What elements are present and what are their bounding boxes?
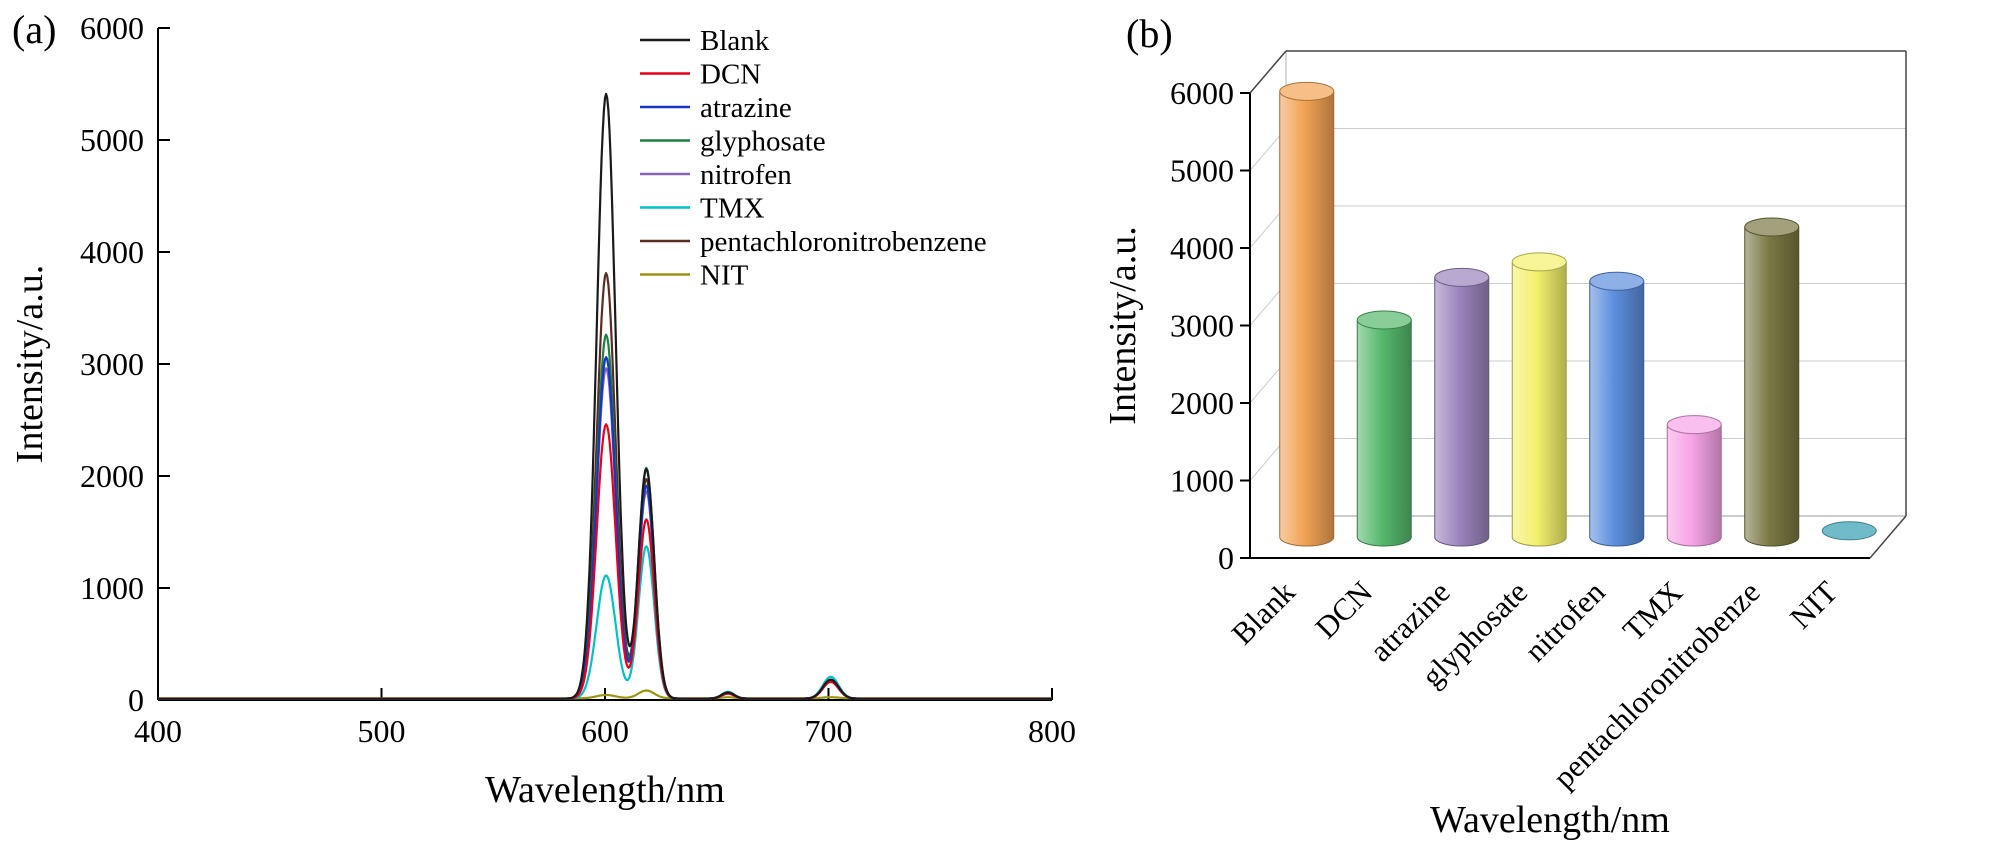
a-series-TMX bbox=[158, 545, 1053, 700]
b-bar-top-TMX bbox=[1666, 415, 1722, 435]
a-y-tick-label: 4000 bbox=[80, 234, 144, 270]
b-bar-top-pentachloronitrobenze bbox=[1744, 217, 1800, 237]
b-y-tick-label: 1000 bbox=[1170, 463, 1234, 499]
panel-b: (b) 0 1000 2000 3000 4000 5000 6000 Blank DCN atr… bbox=[1080, 0, 2000, 860]
b-category-label-nitrofen: nitrofen bbox=[1518, 574, 1612, 668]
a-legend-label-pentachloronitrobenzene: pentachloronitrobenzene bbox=[700, 226, 987, 258]
a-series-Blank bbox=[158, 92, 1053, 700]
a-series-glyphosate bbox=[158, 333, 1053, 700]
b-y-tick-label: 3000 bbox=[1170, 308, 1234, 344]
b-bar-Blank bbox=[1279, 91, 1335, 547]
b-category-label-NIT: NIT bbox=[1783, 574, 1844, 635]
a-y-tick-label: 5000 bbox=[80, 122, 144, 158]
a-x-axis-title: Wavelength/nm bbox=[485, 769, 725, 811]
a-legend-label-atrazine: atrazine bbox=[700, 92, 792, 124]
a-y-tick-label: 6000 bbox=[80, 10, 144, 46]
a-y-tick-label: 3000 bbox=[80, 346, 144, 382]
b-bar-nitrofen bbox=[1589, 281, 1645, 547]
a-legend-label-Blank: Blank bbox=[700, 25, 770, 57]
b-category-label-DCN: DCN bbox=[1308, 574, 1379, 645]
b-bar-DCN bbox=[1356, 320, 1412, 547]
a-y-tick-label: 1000 bbox=[80, 570, 144, 606]
a-y-tick-label: 2000 bbox=[80, 458, 144, 494]
a-series-DCN bbox=[158, 423, 1053, 700]
b-y-tick-label: 4000 bbox=[1170, 230, 1234, 266]
b-category-label-Blank: Blank bbox=[1225, 574, 1302, 651]
emission-spectra-line-chart: 400 500 600 700 800 0 1000 2000 3000 4000 5000 6000… bbox=[9, 10, 1076, 811]
b-x-axis-title: Wavelength/nm bbox=[1430, 799, 1670, 841]
panel-a: (a) 400 500 600 700 800 0 1000 2000 3000 4000 5000… bbox=[9, 7, 1076, 811]
a-series-nitrofen bbox=[158, 367, 1053, 700]
b-bar-NIT bbox=[1821, 521, 1877, 541]
panel-b-label: (b) bbox=[1126, 11, 1173, 56]
a-legend-label-nitrofen: nitrofen bbox=[700, 159, 792, 191]
b-bar-glyphosate bbox=[1511, 261, 1567, 547]
panel-a-label: (a) bbox=[12, 7, 57, 52]
b-bar-pentachloronitrobenze bbox=[1744, 227, 1800, 547]
a-series-atrazine bbox=[158, 356, 1053, 700]
b-y-tick-label: 6000 bbox=[1170, 75, 1234, 111]
a-legend-label-glyphosate: glyphosate bbox=[700, 126, 826, 158]
b-bar-atrazine bbox=[1434, 277, 1490, 547]
a-y-axis-title: Intensity/a.u. bbox=[9, 265, 51, 463]
b-edge-top-left bbox=[1249, 50, 1287, 94]
a-x-tick-label: 700 bbox=[805, 713, 853, 749]
a-legend-label-TMX: TMX bbox=[700, 193, 765, 225]
b-bar-top-Blank bbox=[1279, 81, 1335, 101]
a-legend-label-NIT: NIT bbox=[700, 260, 749, 292]
a-x-tick-label: 500 bbox=[358, 713, 406, 749]
b-bar-top-DCN bbox=[1356, 310, 1412, 330]
b-bar-top-glyphosate bbox=[1511, 252, 1567, 272]
b-bar-TMX bbox=[1666, 424, 1722, 547]
b-bar-top-atrazine bbox=[1434, 267, 1490, 287]
b-y-axis-title: Intensity/a.u. bbox=[1102, 226, 1144, 424]
a-x-tick-label: 600 bbox=[581, 713, 629, 749]
b-y-tick-label: 0 bbox=[1218, 540, 1234, 576]
a-x-tick-label: 400 bbox=[134, 713, 182, 749]
b-bar-top-nitrofen bbox=[1589, 271, 1645, 291]
a-y-tick-label: 0 bbox=[128, 682, 144, 718]
b-floor bbox=[1250, 516, 1906, 558]
a-x-tick-label: 800 bbox=[1028, 713, 1076, 749]
b-y-tick-label: 2000 bbox=[1170, 385, 1234, 421]
a-legend-label-DCN: DCN bbox=[700, 59, 761, 91]
b-y-tick-label: 5000 bbox=[1170, 153, 1234, 189]
b-edge-bottom-right bbox=[1869, 515, 1907, 559]
